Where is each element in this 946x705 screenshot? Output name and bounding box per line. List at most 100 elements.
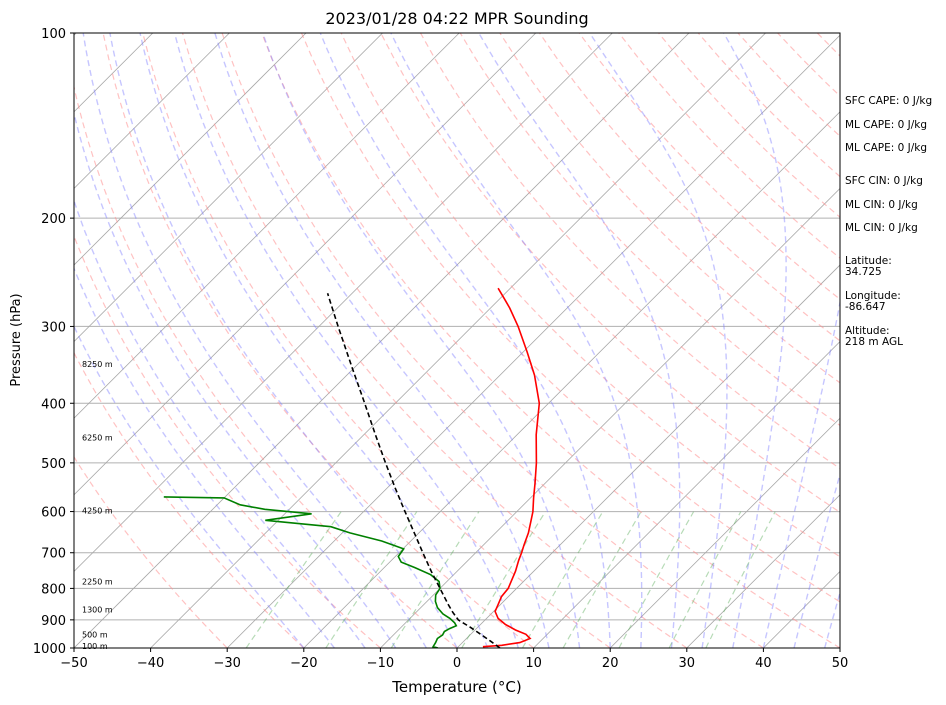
mixing-ratio-line bbox=[245, 511, 342, 648]
moist-adiabat bbox=[762, 298, 840, 648]
x-tick-label: 20 bbox=[602, 656, 619, 671]
isotherm-line bbox=[456, 264, 840, 648]
moist-adiabat bbox=[478, 33, 681, 648]
plot-frame bbox=[73, 32, 841, 649]
moist-adiabat bbox=[74, 110, 397, 648]
ml-cin-text-2: ML CIN: 0 J/kg bbox=[845, 222, 918, 234]
x-tick-label: −20 bbox=[290, 656, 317, 671]
moist-adiabat bbox=[214, 33, 550, 648]
altitude-value: 218 m AGL bbox=[845, 336, 903, 348]
moist-adiabat bbox=[793, 471, 840, 648]
height-labels: 8250 m 6250 m 4250 m 2250 m 1300 m 500 m 100 m bbox=[82, 360, 113, 651]
moist-adiabat bbox=[173, 33, 519, 648]
moist-adiabat bbox=[109, 33, 458, 648]
x-tick-label: −10 bbox=[367, 656, 394, 671]
y-tick-label: 600 bbox=[41, 506, 66, 521]
series-line-1 bbox=[482, 287, 541, 648]
series-line-3 bbox=[326, 293, 501, 648]
ml-cape-text: ML CAPE: 0 J/kg bbox=[845, 119, 927, 131]
height-label: 6250 m bbox=[82, 434, 113, 443]
isotherm-line bbox=[74, 33, 690, 648]
height-label: 100 m bbox=[82, 642, 108, 651]
mixing-ratio-line bbox=[618, 511, 695, 648]
longitude-value: -86.647 bbox=[845, 301, 886, 313]
mixing-ratio-line bbox=[325, 511, 418, 648]
y-tick-label: 100 bbox=[41, 27, 66, 42]
x-axis-label: Temperature (°C) bbox=[391, 678, 521, 696]
moist-adiabats bbox=[74, 33, 840, 648]
height-label: 500 m bbox=[82, 630, 108, 639]
y-axis-ticks: 100 200 300 400 500 600 700 800 900 1000 bbox=[33, 27, 74, 657]
moist-adiabat bbox=[82, 33, 427, 648]
x-tick-label: 10 bbox=[525, 656, 542, 671]
isotherm-line bbox=[686, 494, 840, 648]
ml-cin-text: ML CIN: 0 J/kg bbox=[845, 199, 918, 211]
y-tick-label: 800 bbox=[41, 582, 66, 597]
moist-adiabat bbox=[824, 590, 840, 648]
dry-adiabat bbox=[142, 33, 611, 648]
chart-title: 2023/01/28 04:22 MPR Sounding bbox=[325, 9, 588, 28]
dry-adiabats bbox=[74, 33, 946, 648]
x-tick-label: 0 bbox=[453, 656, 461, 671]
isotherm-grid bbox=[74, 33, 840, 648]
mixing-ratio-line bbox=[562, 511, 642, 648]
side-panel: SFC CAPE: 0 J/kg ML CAPE: 0 J/kg ML CAPE… bbox=[845, 95, 932, 348]
height-label: 1300 m bbox=[82, 605, 113, 614]
moist-adiabat bbox=[723, 33, 787, 648]
altitude-label: Altitude: bbox=[845, 325, 890, 337]
x-tick-label: −50 bbox=[60, 656, 87, 671]
x-tick-label: 30 bbox=[679, 656, 696, 671]
y-tick-label: 1000 bbox=[33, 642, 66, 657]
dry-adiabat bbox=[181, 33, 688, 648]
y-tick-label: 400 bbox=[41, 397, 66, 412]
dry-adiabat bbox=[261, 33, 840, 648]
isotherm-line bbox=[74, 33, 230, 189]
isotherm-line bbox=[74, 33, 537, 496]
height-label: 2250 m bbox=[82, 578, 113, 587]
series-line-2 bbox=[163, 496, 458, 648]
isotherm-line bbox=[74, 33, 383, 343]
latitude-label: Latitude: bbox=[845, 255, 892, 267]
isotherm-line bbox=[74, 33, 307, 266]
isotherm-line bbox=[226, 34, 840, 648]
moist-adiabat bbox=[589, 33, 728, 648]
isotherm-line bbox=[74, 33, 613, 572]
x-tick-label: −40 bbox=[137, 656, 164, 671]
mixing-ratio-line bbox=[461, 511, 547, 648]
dry-adiabat bbox=[102, 33, 534, 648]
isotherm-line bbox=[533, 341, 840, 648]
mixing-ratio-line bbox=[705, 511, 776, 648]
y-tick-label: 900 bbox=[41, 614, 66, 629]
longitude-label: Longitude: bbox=[845, 290, 901, 302]
isotherm-line bbox=[150, 33, 766, 648]
height-label: 4250 m bbox=[82, 507, 113, 516]
ml-cape-text-2: ML CAPE: 0 J/kg bbox=[845, 142, 927, 154]
moist-adiabat bbox=[390, 33, 643, 648]
mixing-ratio-line bbox=[390, 511, 480, 648]
dry-adiabat bbox=[936, 33, 946, 648]
dry-adiabat bbox=[74, 455, 228, 648]
x-tick-label: −30 bbox=[213, 656, 240, 671]
moist-adiabat bbox=[74, 266, 335, 648]
profile-series bbox=[163, 287, 541, 648]
isobar-grid bbox=[74, 33, 840, 648]
sfc-cin-text: SFC CIN: 0 J/kg bbox=[845, 175, 923, 187]
dry-adiabat bbox=[578, 33, 840, 300]
x-axis-ticks: −50 −40 −30 −20 −10 0 10 20 30 40 50 bbox=[60, 648, 848, 671]
isotherm-line bbox=[303, 111, 840, 648]
latitude-value: 34.725 bbox=[845, 266, 882, 278]
x-tick-label: 40 bbox=[755, 656, 772, 671]
isotherm-line bbox=[74, 33, 460, 419]
moist-adiabat bbox=[262, 33, 581, 648]
dry-adiabat bbox=[74, 84, 458, 648]
moist-adiabat bbox=[319, 33, 611, 648]
y-tick-label: 500 bbox=[41, 457, 66, 472]
isotherm-line bbox=[609, 417, 840, 648]
y-tick-label: 200 bbox=[41, 212, 66, 227]
dry-adiabat bbox=[74, 351, 305, 648]
y-tick-label: 700 bbox=[41, 547, 66, 562]
x-tick-label: 50 bbox=[832, 656, 849, 671]
y-axis-label: Pressure (hPa) bbox=[9, 293, 24, 386]
isotherm-line bbox=[380, 187, 840, 648]
